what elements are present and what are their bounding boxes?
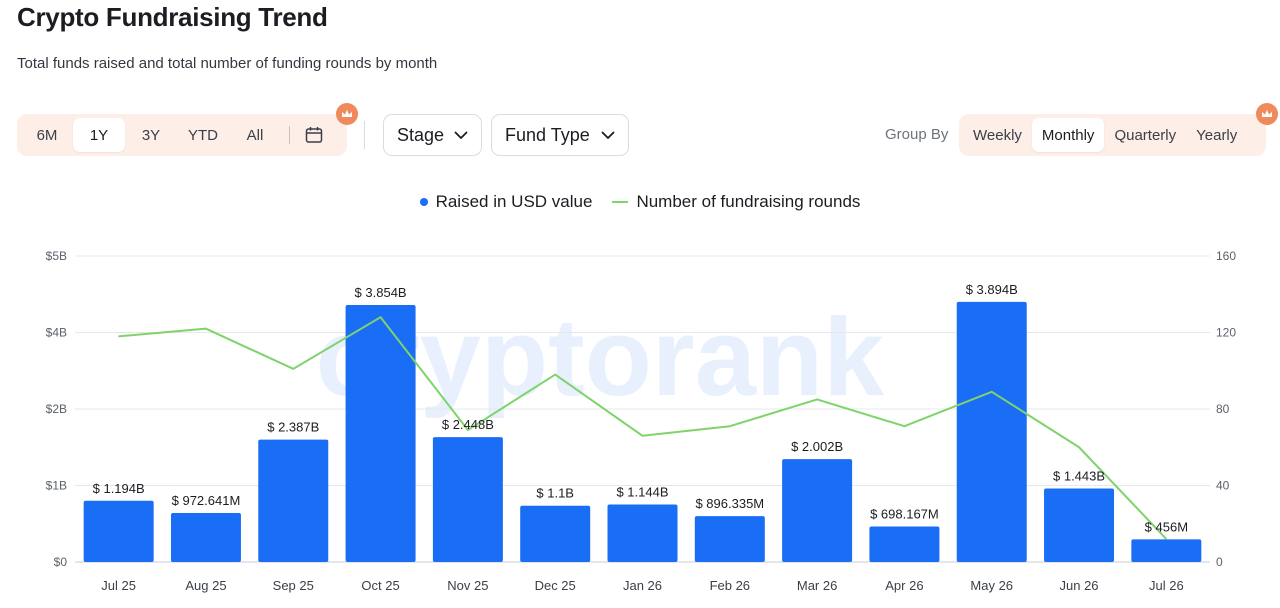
chevron-down-icon <box>454 131 468 139</box>
y-right-tick-label: 120 <box>1216 326 1236 340</box>
bar-value-label: $ 972.641M <box>172 493 241 508</box>
rounds-line-point <box>1165 538 1167 540</box>
x-tick-label: Apr 26 <box>885 578 923 593</box>
group-by-label: Group By <box>885 126 949 143</box>
bar-value-label: $ 2.387B <box>267 420 319 435</box>
fund-type-dropdown[interactable]: Fund Type <box>491 114 629 156</box>
bar-value-label: $ 896.335M <box>695 496 764 511</box>
bar[interactable] <box>345 304 416 562</box>
range-selector: 6M 1Y 3Y YTD All <box>17 114 347 156</box>
range-separator <box>289 126 290 144</box>
legend-item-rounds[interactable]: Number of fundraising rounds <box>612 192 860 212</box>
y-right-tick-label: 80 <box>1216 402 1230 416</box>
x-tick-label: Mar 26 <box>797 578 837 593</box>
rounds-line-point <box>118 335 120 337</box>
y-left-tick-label: $0 <box>54 555 68 569</box>
bar[interactable] <box>782 459 853 562</box>
stage-dropdown-label: Stage <box>397 124 445 145</box>
rounds-line-point <box>292 368 294 370</box>
bar[interactable] <box>432 437 503 562</box>
page-title: Crypto Fundraising Trend <box>17 2 328 32</box>
legend-line-icon <box>612 201 629 203</box>
legend-item-raised[interactable]: Raised in USD value <box>419 192 593 212</box>
bar[interactable] <box>869 526 940 562</box>
rounds-line-point <box>205 328 207 330</box>
bar[interactable] <box>1131 539 1202 562</box>
group-by-monthly[interactable]: Monthly <box>1031 118 1105 152</box>
x-tick-label: Jun 26 <box>1060 578 1099 593</box>
bar[interactable] <box>694 516 765 562</box>
y-right-tick-label: 40 <box>1216 479 1230 493</box>
bar-value-label: $ 456M <box>1145 519 1188 534</box>
fund-type-dropdown-label: Fund Type <box>505 124 590 145</box>
bar-value-label: $ 2.448B <box>442 417 494 432</box>
bar-value-label: $ 1.443B <box>1053 469 1105 484</box>
x-tick-label: Sep 25 <box>273 578 314 593</box>
y-left-tick-label: $4B <box>46 326 67 340</box>
bar[interactable] <box>258 439 329 562</box>
group-by-selector: Weekly Monthly Quarterly Yearly <box>959 114 1266 156</box>
x-tick-label: Oct 25 <box>361 578 399 593</box>
stage-dropdown[interactable]: Stage <box>383 114 482 156</box>
rounds-line-point <box>816 398 818 400</box>
bar-value-label: $ 2.002B <box>791 439 843 454</box>
toolbar-divider <box>364 121 365 149</box>
bar-value-label: $ 1.144B <box>616 484 668 499</box>
range-tab-ytd[interactable]: YTD <box>188 126 218 144</box>
x-tick-label: Jul 25 <box>101 578 136 593</box>
calendar-icon <box>305 127 323 143</box>
x-tick-label: Aug 25 <box>185 578 226 593</box>
chevron-down-icon <box>601 131 615 139</box>
x-tick-label: Jul 26 <box>1149 578 1184 593</box>
y-left-tick-label: $2B <box>46 402 67 416</box>
group-by-weekly[interactable]: Weekly <box>973 126 1022 144</box>
group-by-quarterly[interactable]: Quarterly <box>1114 126 1177 144</box>
group-by-yearly[interactable]: Yearly <box>1196 126 1238 144</box>
rounds-line-point <box>729 425 731 427</box>
page-subtitle: Total funds raised and total number of f… <box>17 55 438 72</box>
chart-legend: Raised in USD value Number of fundraisin… <box>0 192 1280 212</box>
bar-value-label: $ 3.854B <box>355 285 407 300</box>
bar[interactable] <box>607 504 678 562</box>
rounds-line-point <box>467 429 469 431</box>
range-tab-3y[interactable]: 3Y <box>141 126 161 144</box>
rounds-line-point <box>554 374 556 376</box>
bar-value-label: $ 1.194B <box>93 481 145 496</box>
rounds-line-point <box>903 425 905 427</box>
legend-label-rounds: Number of fundraising rounds <box>636 192 861 211</box>
y-left-tick-label: $5B <box>46 249 67 263</box>
x-tick-label: Dec 25 <box>535 578 576 593</box>
bar[interactable] <box>520 505 591 562</box>
y-left-tick-label: $1B <box>46 479 67 493</box>
range-tab-1y[interactable]: 1Y <box>73 118 125 152</box>
bar[interactable] <box>956 301 1027 562</box>
x-tick-label: Jan 26 <box>623 578 662 593</box>
y-right-tick-label: 160 <box>1216 249 1236 263</box>
bar[interactable] <box>83 500 154 562</box>
bar-value-label: $ 1.1B <box>536 486 574 501</box>
premium-crown-icon <box>336 103 358 125</box>
rounds-line-point <box>642 435 643 437</box>
rounds-line-point <box>1078 446 1080 448</box>
y-right-tick-label: 0 <box>1216 555 1223 569</box>
bar-value-label: $ 3.894B <box>966 282 1018 297</box>
calendar-button[interactable] <box>296 118 332 152</box>
range-tab-6m[interactable]: 6M <box>36 126 58 144</box>
x-tick-label: Nov 25 <box>447 578 488 593</box>
rounds-line-point <box>991 391 993 393</box>
rounds-line-point <box>380 316 382 318</box>
x-tick-label: Feb 26 <box>710 578 750 593</box>
bar[interactable] <box>1044 488 1115 562</box>
legend-label-raised: Raised in USD value <box>435 192 593 211</box>
premium-crown-icon <box>1256 103 1278 125</box>
bar[interactable] <box>170 513 241 562</box>
range-tab-all[interactable]: All <box>246 126 264 144</box>
bar-value-label: $ 698.167M <box>870 507 939 522</box>
legend-dot-icon <box>419 198 428 206</box>
x-tick-label: May 26 <box>970 578 1013 593</box>
